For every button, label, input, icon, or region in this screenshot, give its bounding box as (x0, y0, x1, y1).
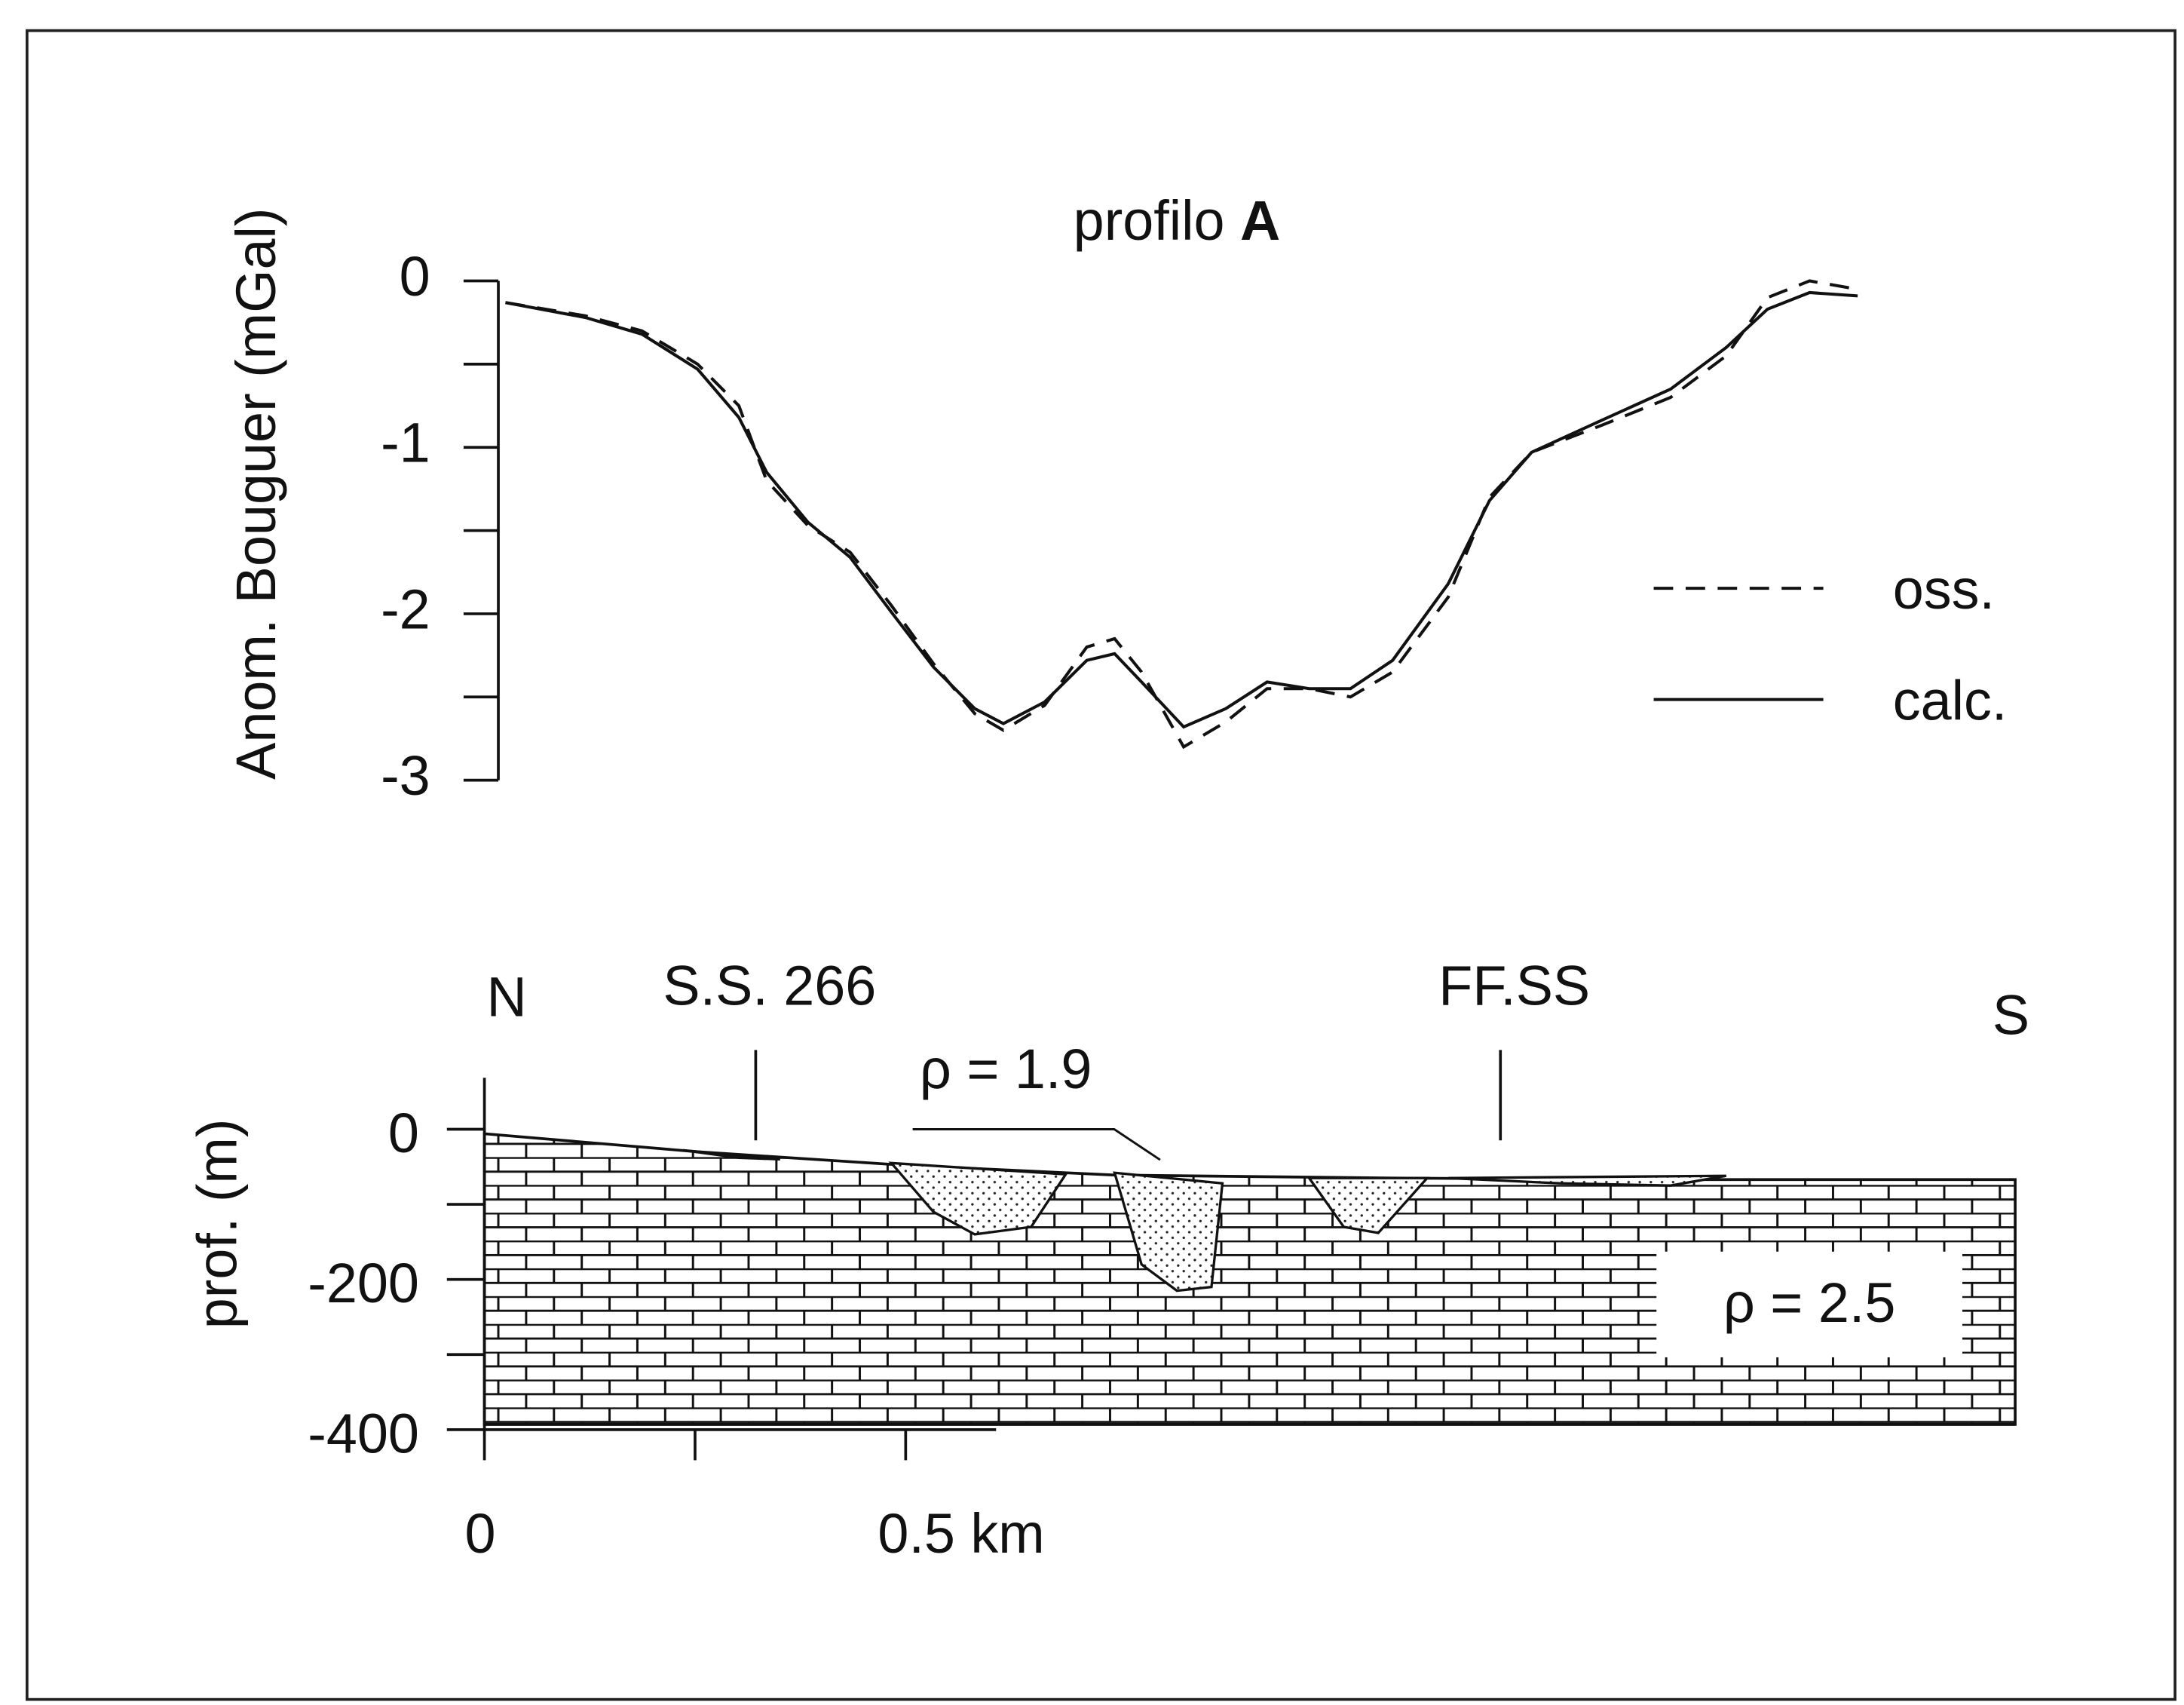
y-tick-label: -400 (308, 1402, 419, 1464)
series-line (505, 290, 1858, 729)
x-tick-label: 0.5 km (878, 1502, 1044, 1565)
legend-label: oss. (1893, 558, 1995, 621)
leader-line (912, 1128, 1161, 1161)
south-label: S (1993, 983, 2029, 1046)
series-line (505, 279, 1858, 750)
y-tick-label: -200 (308, 1252, 419, 1314)
marker-label: FF.SS (1438, 955, 1590, 1017)
y-axis-title: Anom. Bouguer (mGal) (225, 208, 287, 780)
low-density-body (683, 1148, 780, 1161)
y-tick-label: 0 (400, 245, 430, 308)
y-tick-label: 0 (388, 1102, 419, 1164)
low-density-body (888, 1161, 1068, 1236)
label-box (1656, 1251, 1962, 1357)
low-density-body (1113, 1171, 1224, 1293)
y-tick-label: -3 (381, 744, 430, 807)
marker-label: S.S. 266 (663, 955, 876, 1017)
legend-label: calc. (1893, 669, 2008, 731)
low-density-body (1306, 1176, 1430, 1234)
chart-title: profilo A (1074, 189, 1281, 252)
y-tick-label: -1 (381, 412, 430, 474)
x-tick-label: 0 (465, 1502, 496, 1565)
title-text: profilo (1074, 189, 1225, 252)
low-density-body (1447, 1174, 1727, 1187)
body-label: ρ = 1.9 (920, 1038, 1092, 1100)
title-bold: A (1240, 189, 1280, 252)
frame (25, 29, 2176, 1701)
north-label: N (486, 965, 526, 1028)
y-tick-label: -2 (381, 578, 430, 640)
y-axis-title: prof. (m) (186, 1119, 249, 1329)
rock-label: ρ = 2.5 (1723, 1271, 1896, 1334)
